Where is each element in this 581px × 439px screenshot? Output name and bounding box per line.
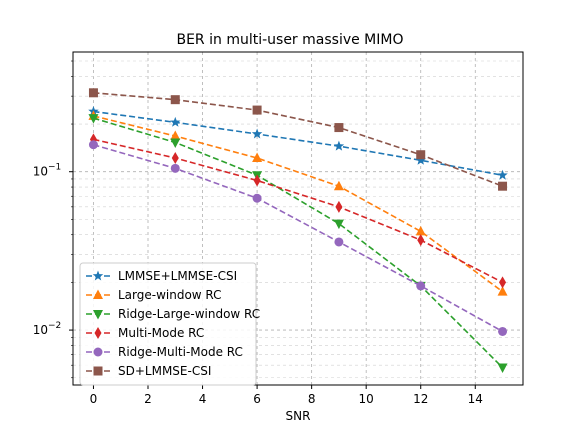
data-point [333,180,344,191]
data-point [170,163,180,173]
series-line [93,117,504,369]
series-line [93,143,503,333]
legend-marker [93,366,103,376]
legend-item: LMMSE+LMMSE-CSI [86,269,237,283]
data-point [497,286,508,296]
x-axis-label: SNR [286,409,311,423]
x-tick-label: 6 [253,392,261,406]
legend-item: Large-window RC [86,288,222,302]
x-tick-label: 12 [413,392,428,406]
data-point [170,130,181,141]
legend-marker [92,270,104,281]
data-point [252,193,262,203]
legend-label: LMMSE+LMMSE-CSI [118,269,237,283]
grid-layer [73,52,523,385]
legend-marker [94,327,102,339]
tick-layer: 0 2 4 6 8 10 12 14 10−2 10−1 [33,60,483,406]
plot-frame [72,51,524,386]
data-point [498,326,508,336]
series-lmmse-lmmse-csi [88,105,508,180]
data-point [88,114,99,124]
legend-item: Multi-Mode RC [86,326,204,340]
legend-label: Multi-Mode RC [118,326,204,340]
legend-label: SD+LMMSE-CSI [118,364,211,378]
x-tick-label: 8 [308,392,316,406]
data-point [333,219,344,230]
data-point [415,154,426,165]
legend-label: Large-window RC [118,288,222,302]
y-tick-label: 10−2 [33,321,62,337]
legend-item: SD+LMMSE-CSI [86,364,211,378]
series-layer [88,88,508,374]
data-point [170,138,181,148]
data-point [252,105,262,115]
data-point [334,123,344,133]
data-point [170,95,180,105]
x-tick-label: 10 [359,392,374,406]
legend-label: Ridge-Multi-Mode RC [118,345,243,359]
data-point [252,152,263,163]
series-multi-mode-rc [89,133,507,289]
data-point [253,174,261,187]
data-point [333,140,345,151]
data-point [415,225,426,236]
data-point [416,150,426,160]
x-tick-label: 4 [199,392,207,406]
data-point [499,276,507,289]
x-tick-label: 2 [144,392,152,406]
y-tick-label: 10−1 [33,163,62,179]
series-line [93,110,503,177]
x-tick-label: 0 [90,392,98,406]
series-sd-lmmse-csi [88,88,508,191]
legend-box [79,262,257,386]
legend-marker [93,310,103,320]
data-point [171,152,179,165]
legend-item: Ridge-Multi-Mode RC [86,345,243,359]
data-point [497,363,508,374]
x-tick-label: 14 [468,392,483,406]
data-point [88,140,98,150]
series-ridge-multi-mode-rc [88,140,508,336]
data-point [417,234,425,247]
legend-item: Ridge-Large-window RC [86,307,260,321]
chart-title: BER in multi-user massive MIMO [176,32,403,48]
data-point [334,237,344,247]
series-line [93,138,503,284]
legend-marker [93,347,103,357]
data-point [88,88,98,98]
series-line [93,115,504,293]
legend: LMMSE+LMMSE-CSI Large-window RC Ridge-Larg… [79,262,260,386]
data-point [497,169,508,180]
data-point [416,281,426,291]
data-point [498,181,508,191]
legend-marker [93,289,103,299]
series-line [93,91,503,187]
data-point [251,128,263,139]
legend-label: Ridge-Large-window RC [118,307,260,321]
series-large-window-rc [88,110,508,296]
data-point [335,200,343,213]
data-point [170,116,181,127]
